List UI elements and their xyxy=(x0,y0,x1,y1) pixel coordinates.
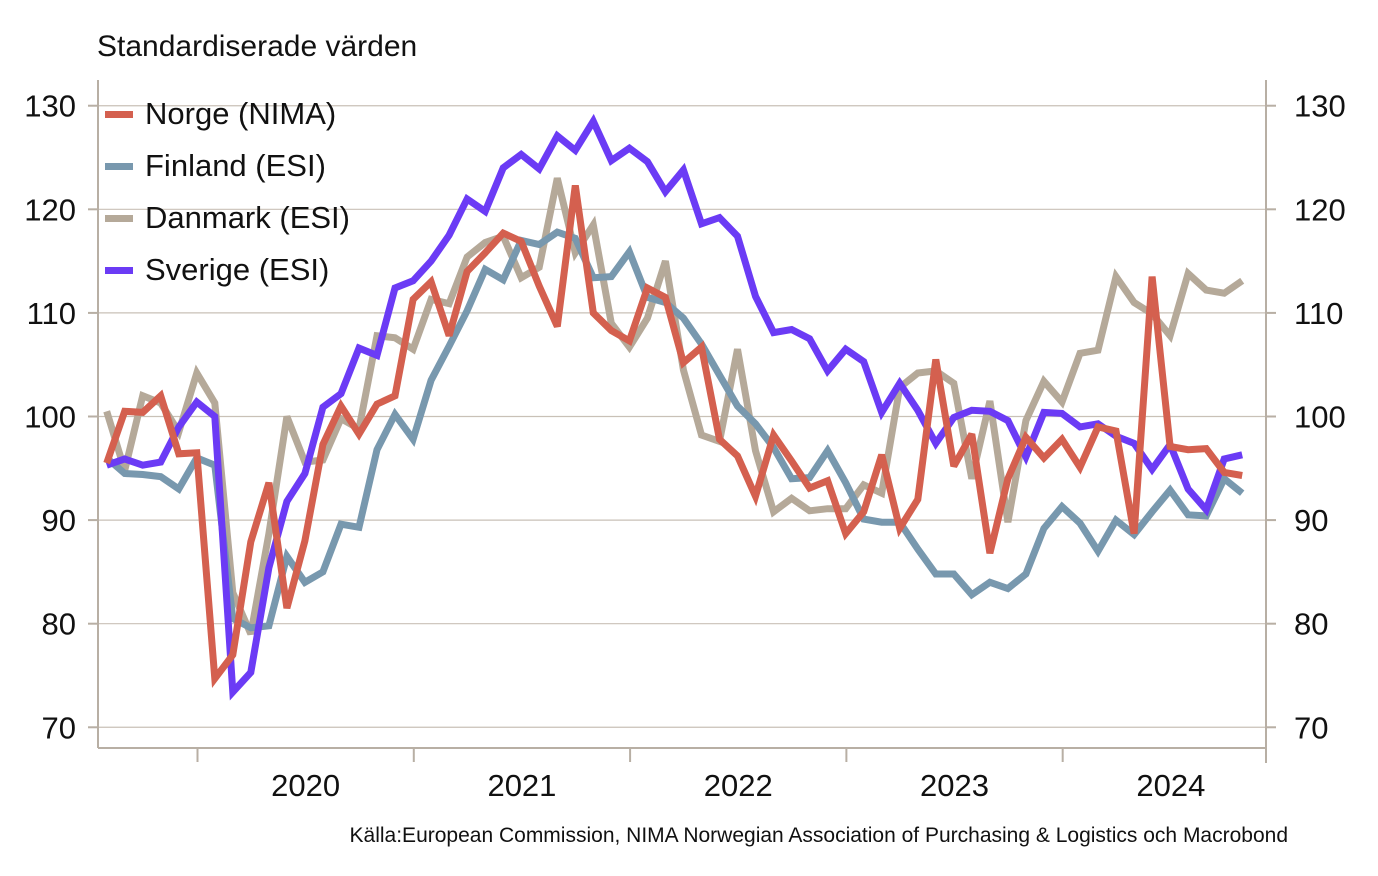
y-tick-label-left-100: 100 xyxy=(24,400,76,435)
y-tick-label-right-110: 110 xyxy=(1294,296,1343,331)
y-tick-label-left-70: 70 xyxy=(42,710,76,745)
legend-item-sverige: Sverige (ESI) xyxy=(105,244,350,296)
legend: Norge (NIMA) Finland (ESI) Danmark (ESI)… xyxy=(105,88,350,296)
series-line-danmark xyxy=(103,177,1245,636)
series-line-norge xyxy=(103,185,1243,689)
legend-swatch-finland xyxy=(105,162,133,170)
axes xyxy=(88,80,1276,763)
legend-item-finland: Finland (ESI) xyxy=(105,140,350,192)
x-tick-label-2021: 2021 xyxy=(487,768,556,803)
y-tick-label-left-80: 80 xyxy=(42,607,76,642)
legend-label-sverige: Sverige (ESI) xyxy=(145,252,330,287)
y-tick-label-right-90: 90 xyxy=(1294,503,1328,538)
legend-swatch-danmark xyxy=(105,214,133,222)
legend-label-norge: Norge (NIMA) xyxy=(145,96,337,131)
y-tick-label-right-120: 120 xyxy=(1294,192,1346,227)
x-tick-label-2020: 2020 xyxy=(271,768,340,803)
y-tick-label-right-70: 70 xyxy=(1294,710,1328,745)
source-note: Källa:European Commission, NIMA Norwegia… xyxy=(349,824,1288,847)
tick-labels: 70 70 80 80 90 90 100 100 110 110 120 120 130 130 2020… xyxy=(24,89,1345,803)
y-tick-label-left-110: 110 xyxy=(27,296,76,331)
y-tick-label-left-120: 120 xyxy=(24,192,76,227)
y-tick-label-right-130: 130 xyxy=(1294,89,1346,124)
legend-item-norge: Norge (NIMA) xyxy=(105,88,350,140)
legend-label-danmark: Danmark (ESI) xyxy=(145,200,350,235)
x-tick-label-2022: 2022 xyxy=(704,768,773,803)
series-lines xyxy=(103,113,1245,701)
legend-label-finland: Finland (ESI) xyxy=(145,148,326,183)
y-tick-label-right-80: 80 xyxy=(1294,607,1328,642)
legend-item-danmark: Danmark (ESI) xyxy=(105,192,350,244)
y-axis-label: Standardiserade värden xyxy=(97,30,418,63)
legend-swatch-sverige xyxy=(105,266,133,274)
legend-swatch-norge xyxy=(105,110,133,118)
x-tick-label-2024: 2024 xyxy=(1136,768,1205,803)
y-tick-label-left-90: 90 xyxy=(42,503,76,538)
x-tick-label-2023: 2023 xyxy=(920,768,989,803)
series-line-sverige xyxy=(105,113,1243,701)
y-tick-label-right-100: 100 xyxy=(1294,400,1346,435)
y-tick-label-left-130: 130 xyxy=(24,89,76,124)
